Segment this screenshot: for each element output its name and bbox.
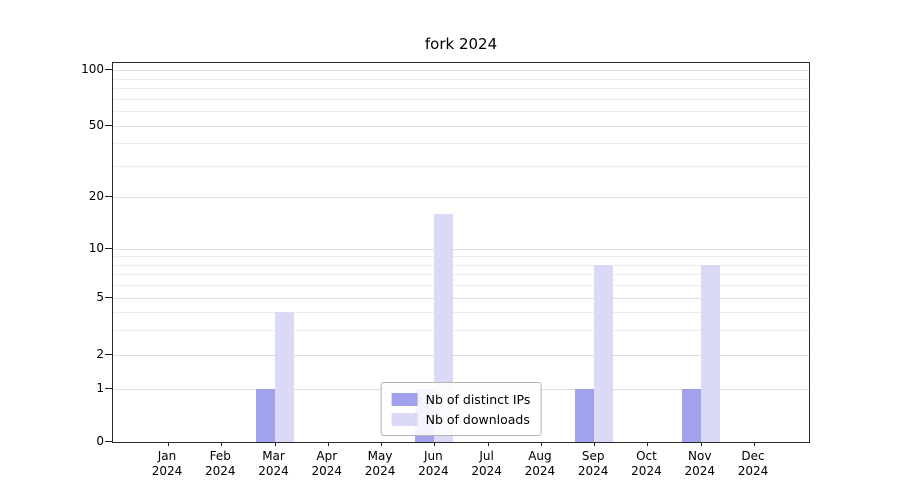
bar-distinct-ips: [681, 389, 701, 442]
gridline-minor: [113, 88, 809, 90]
gridline-minor: [113, 111, 809, 113]
x-tick-label: Sep 2024: [577, 449, 609, 478]
y-tick-label: 0: [96, 434, 104, 448]
y-tick-mark: [105, 388, 112, 389]
x-tick-label: Dec 2024: [737, 449, 769, 478]
x-tick-label: Aug 2024: [524, 449, 556, 478]
legend-swatch-distinct-ips: [391, 392, 418, 406]
y-tick-mark: [105, 248, 112, 249]
legend-entry-downloads: Nb of downloads: [391, 409, 531, 429]
gridline-major: [113, 249, 809, 250]
y-tick-label: 10: [88, 241, 104, 255]
legend-label-distinct-ips: Nb of distinct IPs: [425, 391, 531, 407]
x-tick-mark: [168, 442, 169, 446]
chart-title: fork 2024: [424, 35, 498, 53]
gridline-major: [113, 70, 809, 71]
y-tick-mark: [105, 354, 112, 355]
x-tick-label: Nov 2024: [684, 449, 715, 478]
y-tick-label: 5: [96, 290, 104, 304]
gridline-minor: [113, 311, 809, 313]
x-tick-label: Mar 2024: [258, 449, 289, 478]
y-tick-mark: [105, 125, 112, 126]
legend-entry-distinct-ips: Nb of distinct IPs: [391, 389, 531, 409]
gridline-minor: [113, 274, 809, 276]
bar-distinct-ips: [575, 389, 595, 442]
gridline-minor: [113, 256, 809, 258]
y-tick-label: 20: [88, 189, 104, 203]
gridline-minor: [113, 143, 809, 145]
x-axis: Jan 2024 Feb 2024 Mar 2024 Apr 2024 May 2024 Jun 20…: [112, 449, 810, 489]
legend-swatch-downloads: [391, 412, 418, 426]
x-tick-mark: [434, 442, 436, 446]
bar-distinct-ips: [255, 389, 275, 442]
x-tick-mark: [274, 442, 276, 446]
x-tick-mark: [647, 442, 649, 446]
x-tick-mark: [221, 442, 223, 446]
gridline-minor: [113, 165, 809, 167]
gridline-minor: [113, 285, 809, 287]
y-tick-mark: [105, 69, 112, 70]
x-tick-label: Feb 2024: [204, 449, 236, 478]
x-tick-label: Jan 2024: [151, 449, 183, 478]
x-tick-label: Apr 2024: [311, 449, 343, 478]
y-tick-mark: [105, 196, 112, 197]
legend-label-downloads: Nb of downloads: [425, 411, 530, 427]
x-tick-mark: [540, 442, 542, 446]
y-axis: 0 1 2 5 10 20 50 100: [0, 62, 112, 448]
y-tick-mark: [105, 297, 112, 298]
x-tick-mark: [381, 442, 383, 446]
gridline-major: [113, 298, 809, 299]
gridline-minor: [113, 98, 809, 100]
y-tick-mark: [105, 441, 112, 442]
y-tick-label: 100: [81, 62, 104, 76]
y-tick-label: 1: [96, 381, 104, 395]
plot-area: Nb of distinct IPs Nb of downloads: [112, 62, 810, 446]
x-tick-mark: [754, 442, 755, 446]
y-tick-label: 2: [96, 347, 104, 361]
bar-downloads: [700, 264, 720, 442]
y-tick-label: 50: [88, 118, 104, 132]
x-tick-mark: [700, 442, 702, 446]
gridline-minor: [113, 78, 809, 80]
x-tick-mark: [594, 442, 596, 446]
x-tick-label: Oct 2024: [631, 449, 662, 478]
x-tick-mark: [487, 442, 489, 446]
gridline-major: [113, 197, 809, 198]
gridline-minor: [113, 264, 809, 266]
x-tick-label: Jul 2024: [471, 449, 502, 478]
x-tick-mark: [327, 442, 329, 446]
gridline-minor: [113, 329, 809, 331]
bar-downloads: [274, 311, 294, 442]
gridline-major: [113, 126, 809, 127]
bar-downloads: [594, 264, 614, 442]
x-tick-label: May 2024: [364, 449, 396, 478]
x-tick-label: Jun 2024: [418, 449, 449, 478]
legend: Nb of distinct IPs Nb of downloads: [380, 382, 542, 436]
gridline-major: [113, 355, 809, 356]
